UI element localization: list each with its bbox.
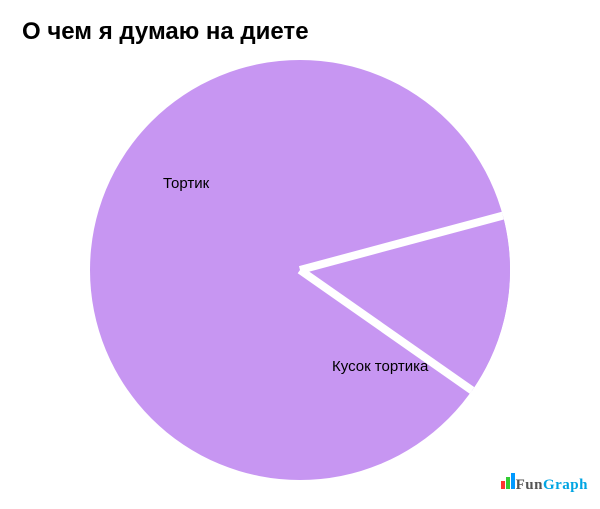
watermark-bars-icon (501, 477, 516, 493)
watermark-graph: Graph (543, 477, 588, 493)
slice-label-cake: Тортик (163, 175, 209, 192)
slice-label-piece: Кусок тортика (332, 358, 428, 375)
watermark: FunGraph (501, 473, 588, 494)
pie-chart (0, 0, 600, 509)
pie-svg (0, 0, 600, 504)
watermark-fun: Fun (516, 477, 543, 493)
